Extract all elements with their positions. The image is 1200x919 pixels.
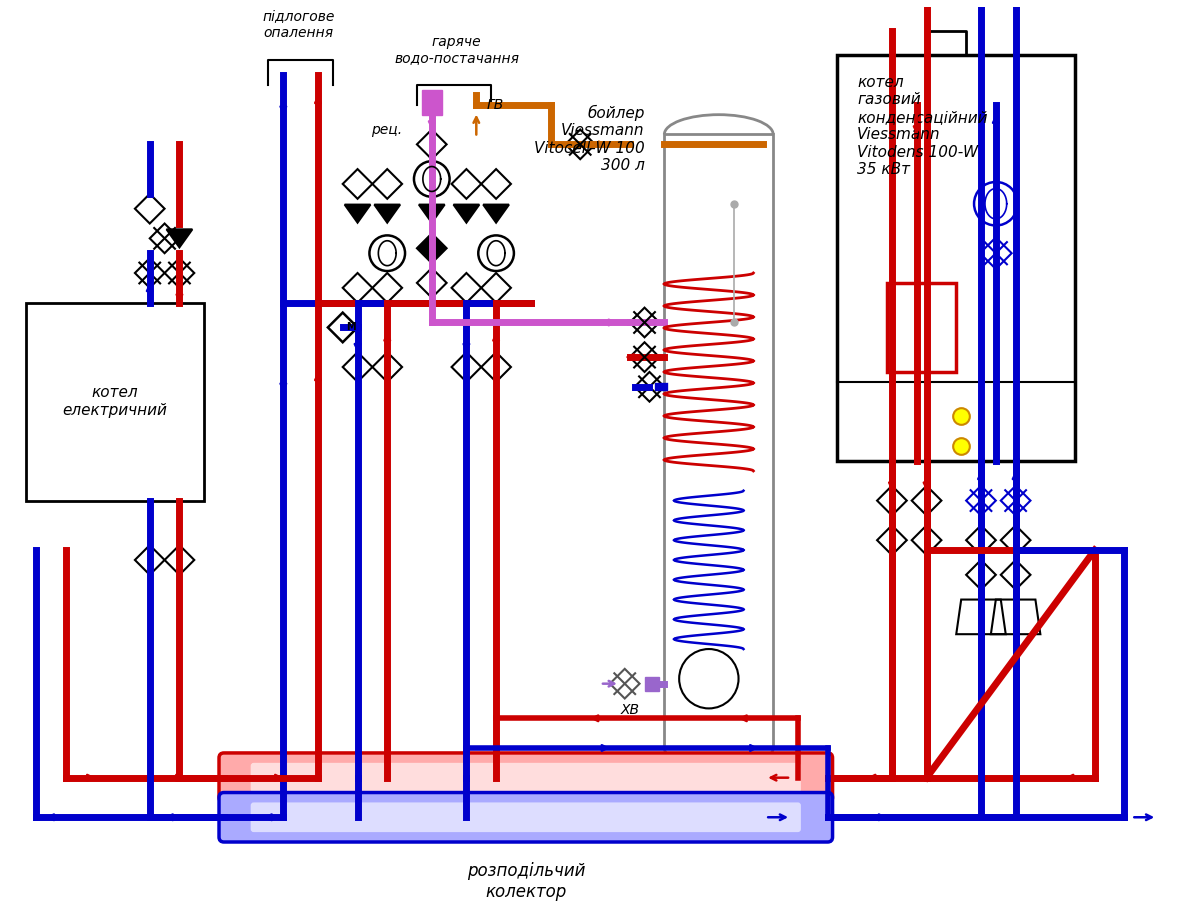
Polygon shape xyxy=(344,205,371,222)
Text: рец.: рец. xyxy=(371,122,402,137)
Text: котел
газовий
конденсаційний
Viessmann
Vitodens 100-W
35 кВт: котел газовий конденсаційний Viessmann V… xyxy=(857,75,988,177)
FancyBboxPatch shape xyxy=(220,792,833,842)
FancyBboxPatch shape xyxy=(220,753,833,802)
Text: гаряче
водо-постачання: гаряче водо-постачання xyxy=(394,35,520,65)
FancyBboxPatch shape xyxy=(251,763,800,792)
Polygon shape xyxy=(416,233,446,263)
Text: ХВ: ХВ xyxy=(620,703,640,718)
Text: котел
електричний: котел електричний xyxy=(62,385,168,418)
Bar xyxy=(26,302,204,501)
Text: підлогове
опалення: підлогове опалення xyxy=(262,10,335,40)
Bar xyxy=(665,134,773,748)
Polygon shape xyxy=(419,205,445,222)
Text: розподільчий
колектор: розподільчий колектор xyxy=(467,862,584,901)
Text: бойлер
Viessmann
Vitocell-W 100
300 л: бойлер Viessmann Vitocell-W 100 300 л xyxy=(534,105,644,173)
Polygon shape xyxy=(484,205,509,222)
Bar xyxy=(644,676,659,690)
Polygon shape xyxy=(454,205,479,222)
Polygon shape xyxy=(374,205,400,222)
Bar xyxy=(838,55,1075,461)
Text: ГВ: ГВ xyxy=(486,97,504,112)
Polygon shape xyxy=(328,312,358,342)
Polygon shape xyxy=(167,230,192,247)
Bar xyxy=(422,90,442,115)
Text: M: M xyxy=(346,323,355,333)
FancyBboxPatch shape xyxy=(251,802,800,832)
Bar xyxy=(887,283,956,372)
